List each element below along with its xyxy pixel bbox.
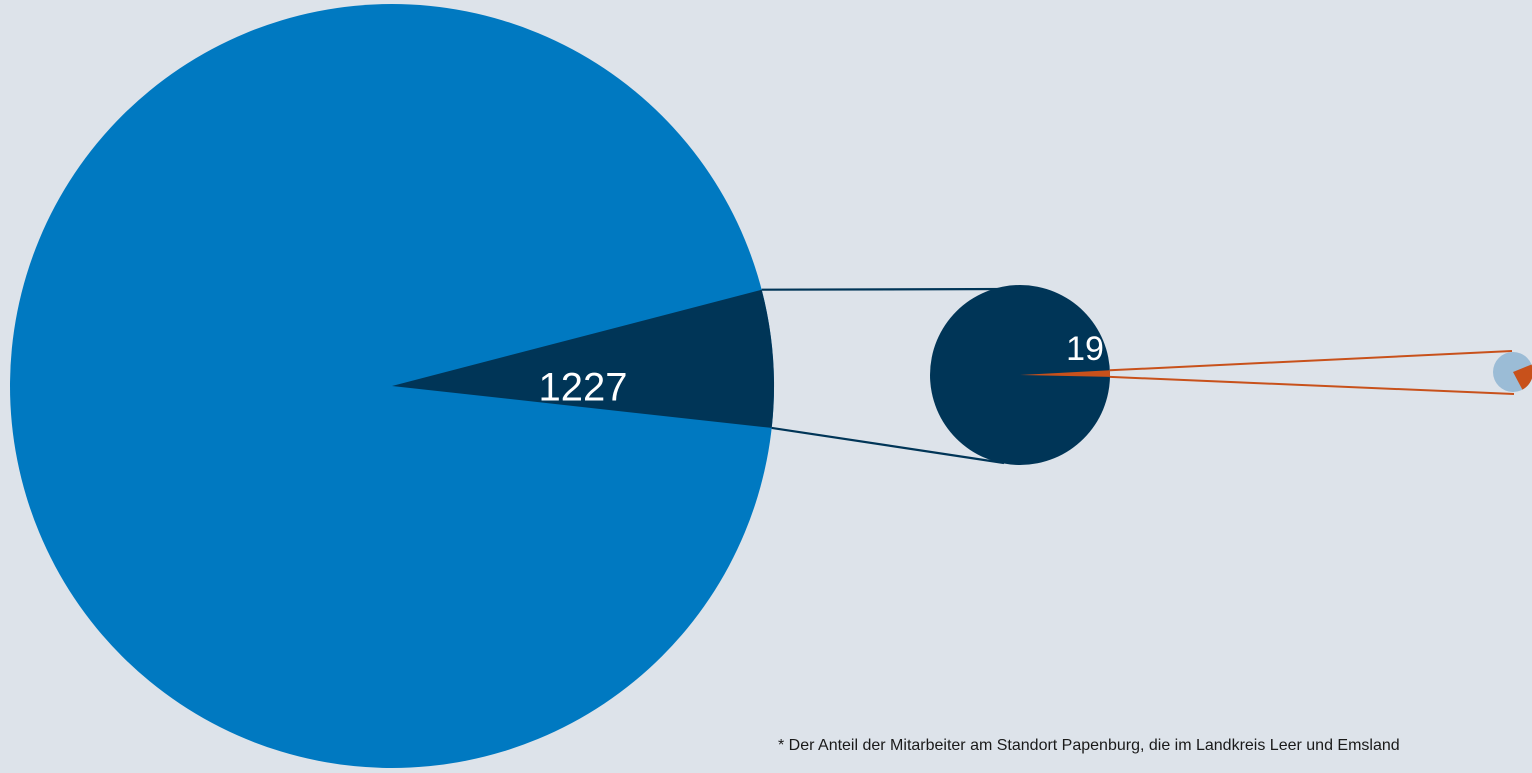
connector-top-2 <box>1109 350 1513 372</box>
connector-bottom-2 <box>1109 375 1515 395</box>
pie2-data-label: 19 <box>1066 330 1104 368</box>
connector-bottom-1 <box>771 426 1005 465</box>
pie1-highlight-slice <box>392 289 774 428</box>
connector-top-1 <box>761 287 1013 291</box>
pie2-highlight-slice <box>1020 370 1110 377</box>
pie3-highlight-slice <box>1513 364 1532 390</box>
chart-footnote: * Der Anteil der Mitarbeiter am Standort… <box>778 737 1400 754</box>
pie1-data-label: 1227 <box>539 366 628 410</box>
